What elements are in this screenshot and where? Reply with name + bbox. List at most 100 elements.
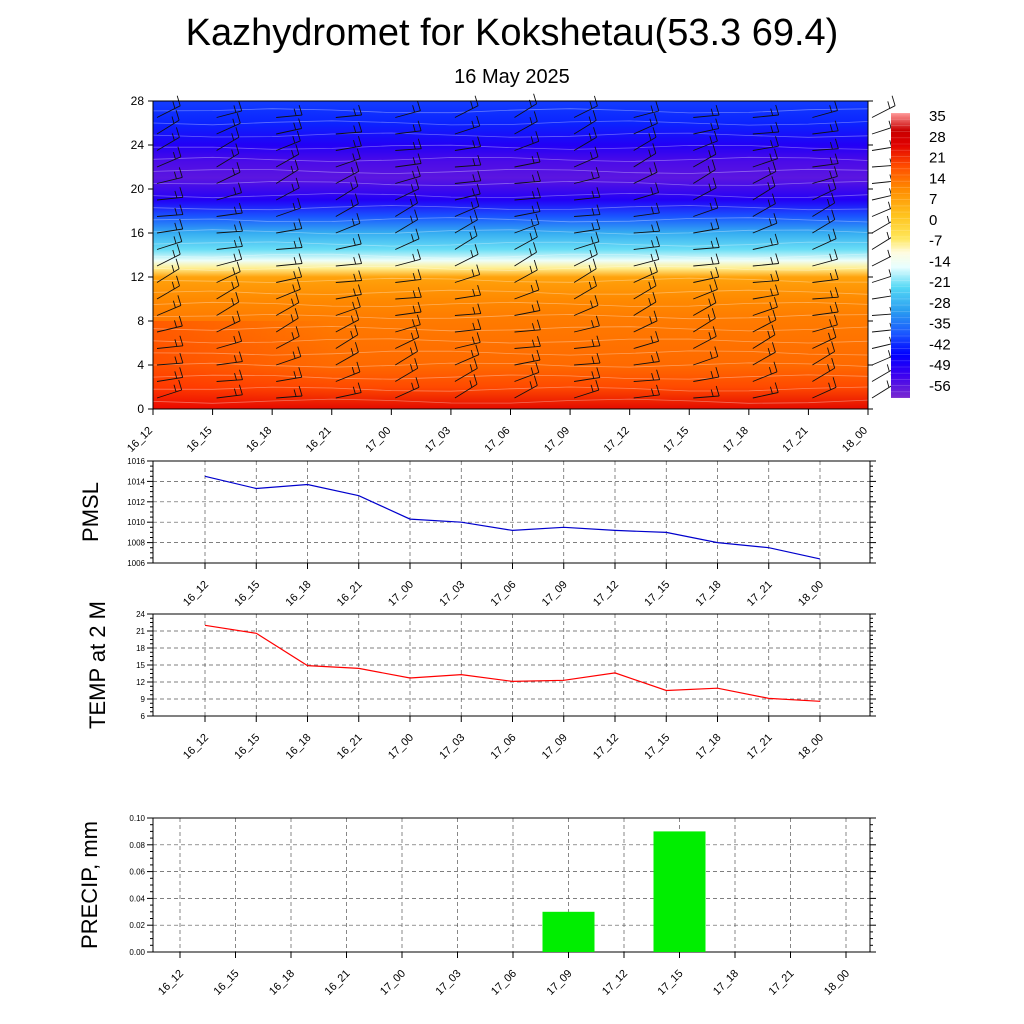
wind-barb	[633, 275, 657, 300]
wind-barb-flag	[771, 324, 776, 335]
wind-barb-flag	[175, 258, 180, 269]
wind-barb	[752, 309, 777, 333]
wind-barb	[216, 127, 240, 151]
wind-barb-staff	[693, 153, 717, 168]
wind-barb	[335, 309, 360, 333]
wind-barb-flag	[234, 224, 237, 232]
wind-barb-flag	[231, 297, 235, 306]
wind-barb-flag	[533, 375, 538, 386]
wind-barb-flag	[350, 199, 354, 207]
wind-barb	[812, 341, 836, 366]
wind-barb-staff	[276, 276, 302, 283]
wind-barb-flag	[412, 305, 416, 313]
wind-barb-flag	[533, 242, 537, 253]
wind-barb	[335, 233, 362, 250]
colorbar-label: -42	[929, 337, 951, 354]
wind-barb	[156, 204, 184, 217]
wind-barb-flag	[596, 352, 601, 364]
wind-barb-flag	[708, 183, 712, 191]
wind-barb-flag	[775, 136, 779, 147]
y-tick-label: 1014	[127, 477, 145, 486]
wind-barb-staff	[216, 301, 240, 316]
wind-barb-staff	[573, 156, 599, 168]
wind-barb	[752, 176, 776, 201]
wind-barb-flag	[351, 218, 355, 226]
wind-barb-flag	[531, 323, 535, 331]
wind-barb-flag	[411, 234, 414, 242]
wind-barb	[752, 233, 779, 250]
wind-barb-flag	[531, 304, 535, 312]
wind-barb	[216, 236, 243, 250]
wind-barb-flag	[648, 281, 652, 289]
y-tick-label: 24	[136, 610, 145, 619]
wind-barb-flag	[594, 146, 599, 157]
wind-barb-staff	[514, 371, 539, 382]
wind-barb-staff	[275, 169, 299, 184]
wind-barb	[216, 162, 241, 184]
wind-barb	[752, 148, 778, 168]
wind-barb-staff	[275, 187, 300, 201]
wind-barb	[454, 209, 478, 234]
wind-barb-flag	[886, 364, 890, 372]
wind-barb-flag	[770, 273, 774, 282]
wind-barb-staff	[216, 271, 241, 283]
wind-barb-flag	[179, 187, 184, 198]
wind-barb	[573, 127, 597, 151]
wind-barb	[454, 196, 480, 217]
wind-barb	[812, 228, 837, 250]
x-tick-label: 16_18	[267, 968, 297, 998]
wind-barb-flag	[351, 167, 354, 175]
wind-barb-flag	[174, 320, 177, 328]
x-tick-label: 16_12	[181, 579, 211, 609]
wind-barb	[514, 259, 538, 283]
wind-barb-staff	[514, 329, 541, 333]
wind-barb-staff	[514, 310, 541, 316]
wind-barb	[574, 204, 601, 217]
panel-frame	[152, 460, 871, 564]
wind-barb	[276, 266, 303, 283]
wind-barb-staff	[633, 230, 660, 234]
wind-barb-flag	[178, 167, 183, 178]
wind-barb	[633, 384, 660, 399]
y-tick-label: 0.00	[129, 948, 145, 957]
wind-barb-flag	[409, 198, 413, 207]
wind-barb	[395, 100, 421, 118]
wind-barb-flag	[588, 264, 592, 273]
wind-barb	[514, 349, 541, 366]
wind-barb	[812, 357, 836, 382]
wind-barb	[395, 153, 422, 168]
wind-barb-flag	[652, 291, 657, 303]
wind-barb-flag	[291, 332, 295, 340]
wind-barb-staff	[454, 341, 481, 349]
wind-barb-flag	[417, 120, 422, 131]
wind-barb-staff	[156, 325, 183, 333]
wind-barb-staff	[514, 121, 538, 135]
wind-barb-staff	[216, 258, 242, 267]
wind-barb	[633, 310, 658, 333]
wind-barb-flag	[713, 279, 718, 290]
wind-barb-flag	[887, 350, 891, 358]
wind-barb-flag	[715, 385, 720, 397]
wind-barb-staff	[752, 171, 777, 184]
wind-barb	[514, 362, 540, 382]
wind-barb-flag	[531, 155, 535, 164]
wind-barb-flag	[653, 113, 658, 124]
wind-barb-staff	[276, 114, 303, 118]
wind-barb	[335, 161, 360, 184]
wind-barb-staff	[574, 228, 600, 234]
wind-barb	[633, 127, 657, 151]
wind-barb-flag	[832, 228, 837, 239]
wind-barb-flag	[238, 236, 243, 247]
wind-barb-flag	[474, 244, 479, 255]
wind-barb-flag	[827, 198, 830, 207]
wind-barb	[454, 170, 482, 184]
wind-barb	[216, 143, 240, 168]
wind-barb-flag	[651, 224, 655, 232]
y-tick-label: 8	[137, 314, 144, 328]
wind-barb-staff	[216, 320, 241, 333]
wind-barb-flag	[590, 384, 594, 393]
wind-barb-flag	[477, 303, 482, 314]
x-tick-label: 16_15	[185, 425, 215, 455]
wind-barb-flag	[233, 206, 237, 214]
wind-barb	[335, 148, 361, 168]
